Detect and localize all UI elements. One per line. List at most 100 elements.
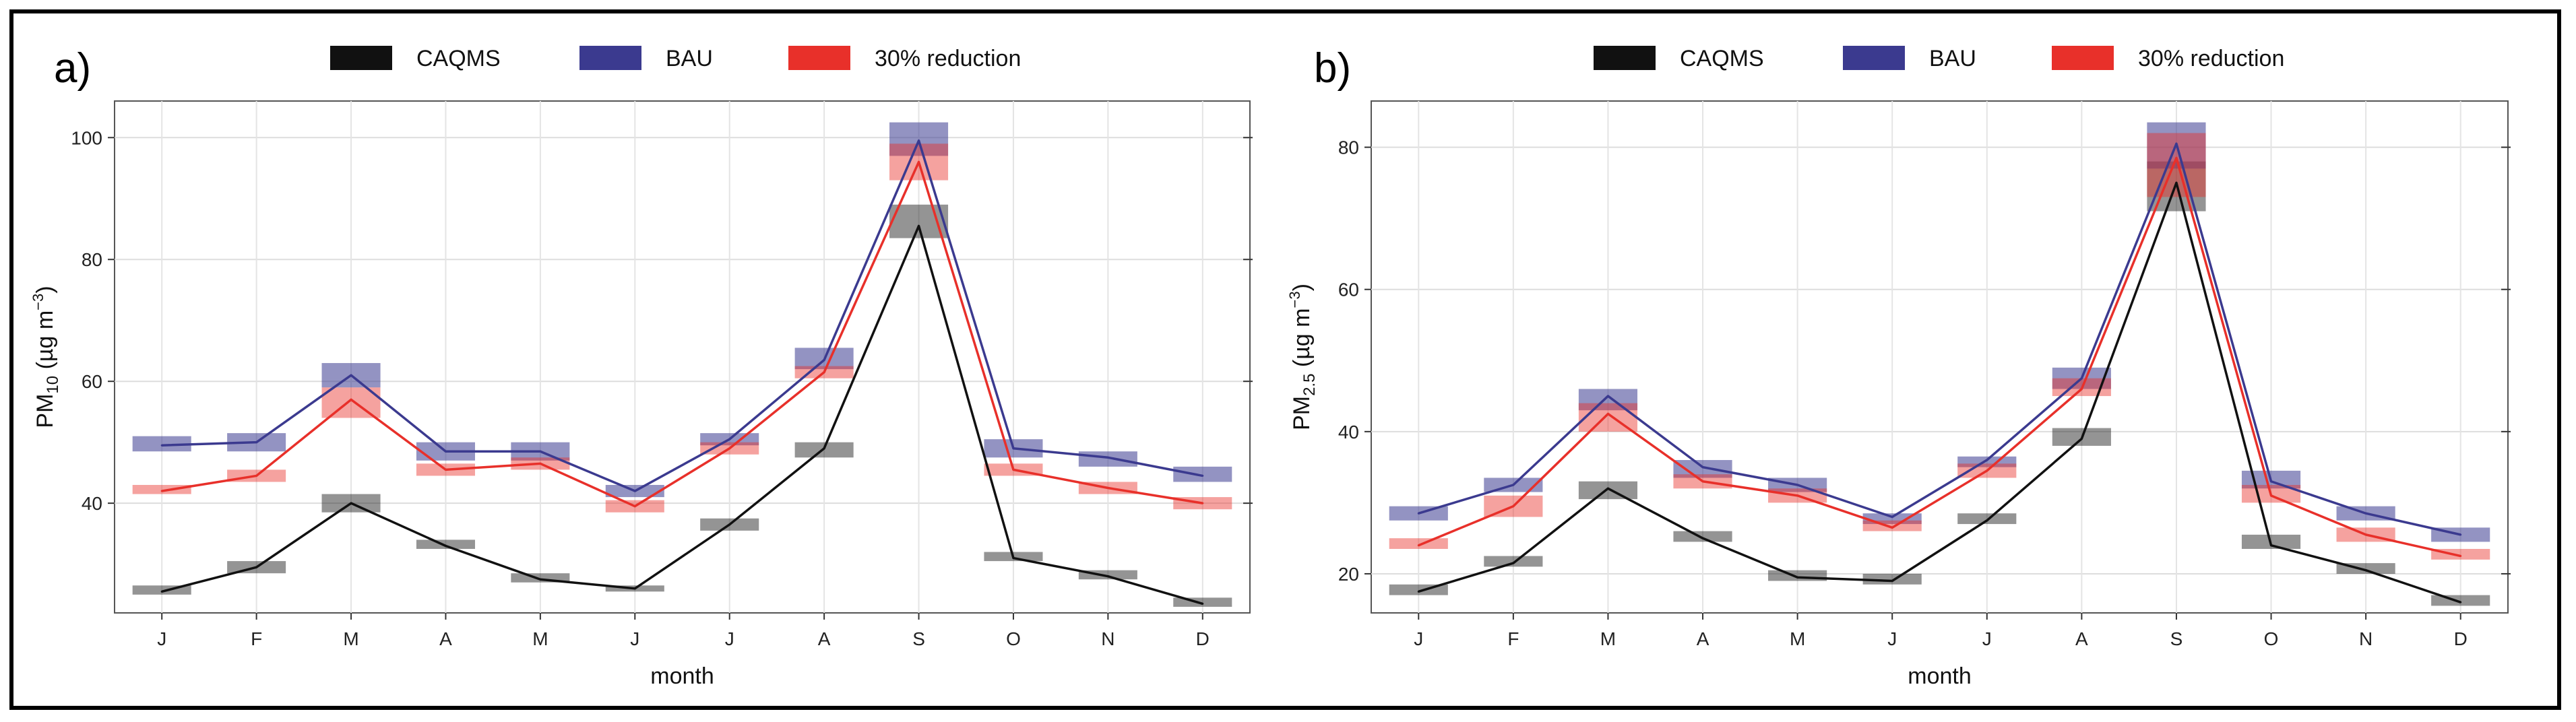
data-point [728,447,731,450]
x-tick-label: A [818,628,831,649]
data-point [633,587,636,590]
band-caqms [794,442,854,458]
data-point [350,502,352,504]
data-point [1417,544,1420,547]
data-point [2175,156,2178,159]
x-axis-label: month [1908,663,1972,689]
legend-swatch [579,46,641,70]
data-point [160,590,163,593]
data-point [1986,459,1988,461]
data-point [1201,502,1204,504]
band-bau [1578,389,1638,411]
x-tick-label: O [1006,628,1021,649]
legend-label: 30% reduction [2138,46,2284,71]
series-line-30-reduction [161,160,1203,508]
y-axis-label-ylabel-unit-sup: −3 [1286,291,1303,308]
y-axis-label-ylabel-unit-close: ) [32,286,58,293]
y-axis-label-ylabel-sub: 2.5 [1300,374,1319,396]
data-point [633,505,636,508]
data-point [350,374,352,376]
y-axis-label-ylabel-main: PM [1289,396,1315,430]
data-point [255,566,258,568]
legend-entry: 30% reduction [788,46,1021,71]
y-tick-label: 60 [82,371,102,392]
y-tick-label: 60 [1338,280,1359,300]
data-point [255,441,258,444]
legend-entry: CAQMS [330,46,501,71]
band-caqms [1673,531,1732,542]
data-point [2270,544,2273,547]
band-bau [1862,513,1922,525]
data-point [633,490,636,492]
y-tick-label: 100 [71,127,102,148]
data-point [444,450,447,453]
x-tick-label: J [725,628,734,649]
data-point [2364,569,2367,572]
data-point [1012,557,1015,560]
data-point [2364,512,2367,515]
data-point [2080,377,2083,380]
band-caqms [1768,570,1827,581]
plot-area [114,100,1251,614]
x-tick-label: O [2264,628,2279,649]
data-point [1606,412,1609,415]
legend-entry: BAU [1843,46,1976,71]
x-tick-label: J [157,628,166,649]
data-point [350,398,352,401]
y-axis-label-ylabel-unit-close: ) [1289,284,1315,291]
band-bau [1173,466,1232,482]
panel-label: a) [54,45,91,92]
legend-swatch [788,46,850,70]
x-tick-label: N [1101,628,1114,649]
data-point [1106,456,1109,459]
data-point [1417,590,1420,593]
x-tick-label: M [343,628,358,649]
data-point [539,450,542,453]
y-axis-label-ylabel-unit-open: (µg m [32,310,58,376]
data-point [1201,602,1204,605]
legend-label: 30% reduction [875,46,1021,71]
data-point [1512,505,1515,508]
legend-label: BAU [1929,46,1976,71]
x-tick-label: S [912,628,925,649]
data-point [1201,474,1204,477]
data-point [1512,484,1515,486]
data-point [1891,580,1893,582]
data-point [255,474,258,477]
data-point [444,468,447,471]
data-point [2080,437,2083,440]
data-point [2459,533,2462,536]
series-line-30-reduction [1418,156,2461,558]
band-bau [1078,451,1137,467]
data-point [1796,576,1799,579]
data-point [1012,447,1015,450]
data-point [2364,533,2367,536]
data-point [1701,466,1704,469]
x-tick-label: N [2359,628,2373,649]
data-point [1796,494,1799,497]
band-caqms [416,539,475,549]
band-caqms [1578,481,1638,500]
x-tick-label: M [1600,628,1616,649]
legend-label: CAQMS [416,46,501,71]
band-30-reduction [1862,520,1922,531]
x-tick-label: A [1697,628,1709,649]
x-tick-label: J [1887,628,1897,649]
x-tick-label: J [1414,628,1423,649]
data-point [1891,526,1893,529]
plot-area [1371,100,2509,614]
band-30-reduction [1389,538,1448,549]
y-axis-label-ylabel-main: PM [32,394,58,428]
data-point [1606,487,1609,490]
x-tick-label: J [1982,628,1992,649]
data-point [444,544,447,547]
data-point [1106,575,1109,578]
data-point [160,490,163,492]
legend-swatch [330,46,392,70]
legend-entry: BAU [579,46,713,71]
data-point [1701,480,1704,483]
y-tick-label: 80 [82,249,102,270]
